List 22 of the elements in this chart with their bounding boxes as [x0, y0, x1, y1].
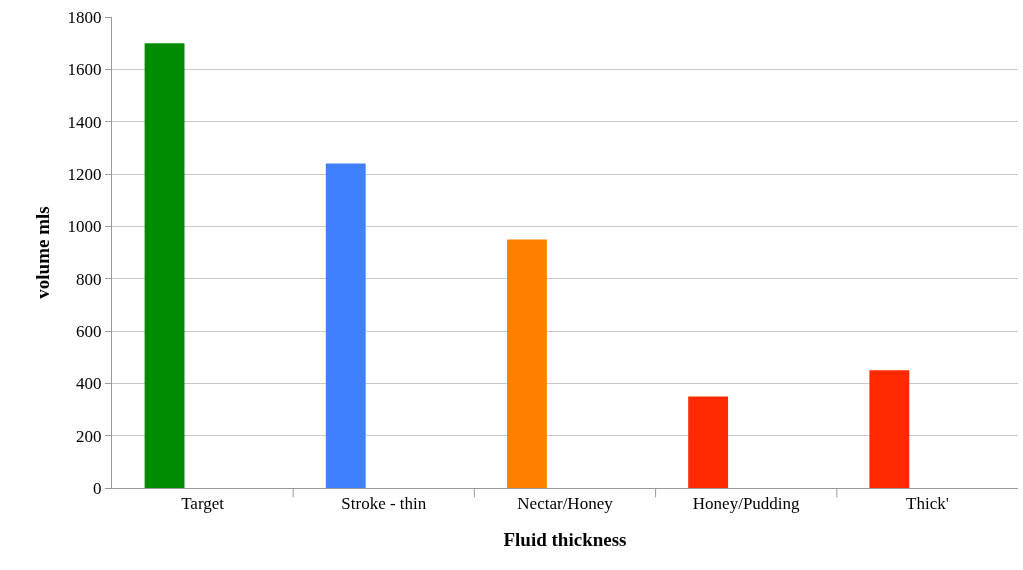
x-tick-label: Target — [181, 494, 225, 514]
x-axis-title: Fluid thickness — [503, 529, 627, 551]
x-tick-label: Stroke - thin — [341, 494, 427, 514]
y-tick-label: 1600 — [67, 60, 102, 80]
x-tick-label: Honey/Pudding — [692, 494, 801, 514]
y-tick-label: 1400 — [67, 112, 102, 132]
bar — [869, 370, 910, 488]
bar — [325, 163, 366, 488]
y-tick-label: 200 — [76, 426, 102, 446]
y-tick-label: 1800 — [67, 7, 102, 27]
x-tick-label: Nectar/Honey — [517, 494, 614, 514]
y-tick-label: 400 — [76, 374, 102, 394]
y-tick-label: 1000 — [67, 217, 102, 237]
y-tick-label: 600 — [76, 321, 102, 341]
x-tick-label: Thick' — [906, 494, 949, 514]
bar — [144, 43, 185, 488]
bar — [507, 239, 547, 488]
y-tick-label: 1200 — [67, 164, 102, 184]
y-axis-title: volume mls — [32, 206, 54, 299]
bar — [688, 396, 729, 488]
y-tick-label: 800 — [76, 269, 102, 289]
y-tick-label: 0 — [93, 478, 102, 498]
